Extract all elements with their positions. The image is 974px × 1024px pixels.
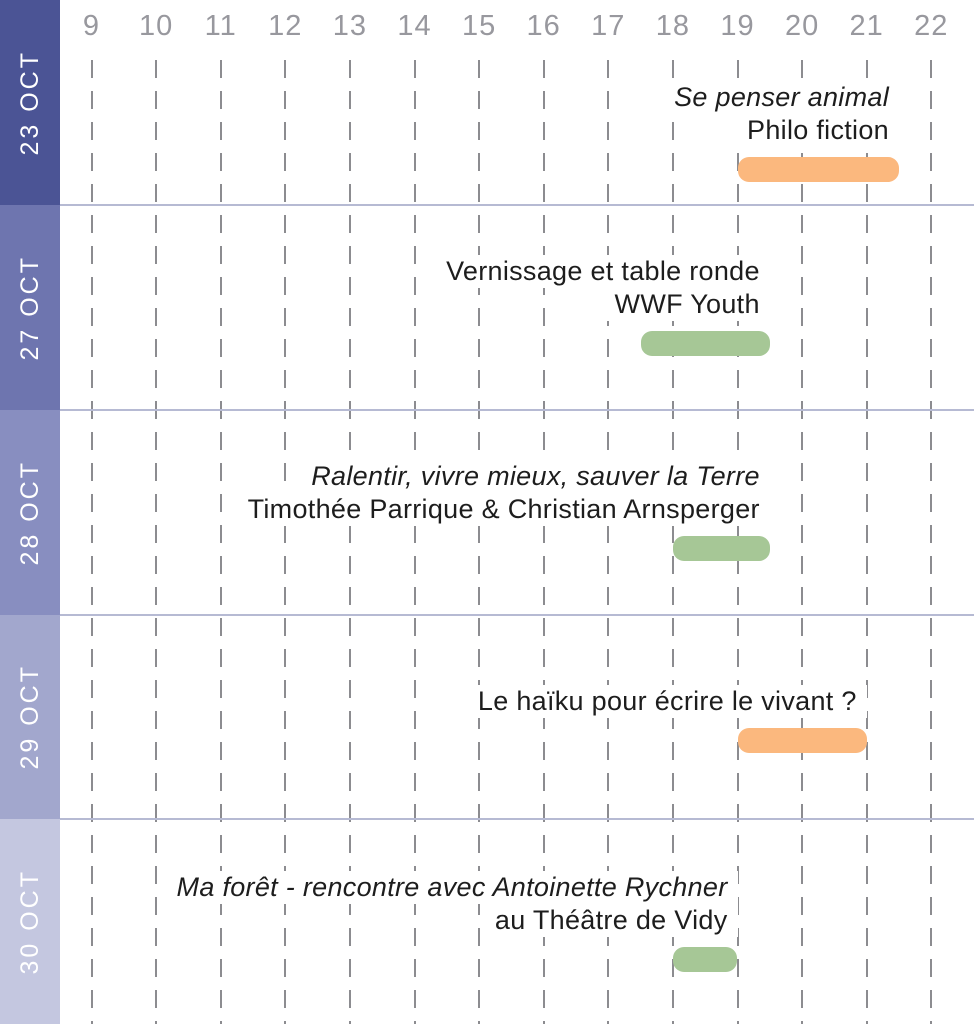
event-bar — [640, 331, 770, 356]
hour-label-14: 14 — [397, 10, 432, 42]
event-caption: Le haïku pour écrire le vivant ? — [467, 685, 867, 718]
hour-gridline-12 — [284, 60, 287, 1024]
event-title: Vernissage et table ronde — [436, 255, 770, 288]
event-caption: Ralentir, vivre mieux, sauver la Terre T… — [237, 460, 770, 526]
event-caption: Se penser animal Philo fiction — [664, 81, 899, 147]
date-block: 29 OCT — [0, 615, 60, 819]
date-block: 23 OCT — [0, 0, 60, 205]
hour-label-17: 17 — [591, 10, 626, 42]
day-lane: Ralentir, vivre mieux, sauver la Terre T… — [60, 410, 974, 615]
date-label: 29 OCT — [15, 664, 44, 770]
hour-gridline-11 — [219, 60, 222, 1024]
day-row-23-oct: 23 OCT Se penser animal Philo fiction — [0, 0, 974, 205]
hour-label-10: 10 — [138, 10, 174, 42]
hour-label-18: 18 — [655, 10, 691, 42]
event-bar — [737, 728, 867, 753]
hour-label-16: 16 — [526, 10, 561, 42]
hour-label-12: 12 — [268, 10, 303, 42]
hour-gridline-16 — [542, 60, 545, 1024]
row-separator — [60, 204, 974, 206]
date-label: 28 OCT — [15, 459, 44, 566]
date-block: 30 OCT — [0, 819, 60, 1024]
hour-gridline-13 — [348, 60, 351, 1024]
date-label: 23 OCT — [15, 49, 44, 156]
day-lane: Se penser animal Philo fiction — [60, 0, 974, 205]
event-subtitle: au Théâtre de Vidy — [484, 904, 738, 937]
hour-gridline-10 — [155, 60, 158, 1024]
date-block: 28 OCT — [0, 410, 60, 615]
row-separator — [60, 409, 974, 411]
hour-axis: 9 10 11 12 13 14 15 16 17 18 19 20 21 22 — [0, 10, 974, 50]
event-caption: Vernissage et table ronde WWF Youth — [436, 255, 770, 321]
hour-gridline-17 — [607, 60, 610, 1024]
date-block: 27 OCT — [0, 205, 60, 410]
hour-gridline-20 — [801, 60, 804, 1024]
day-row-30-oct: 30 OCT Ma forêt - rencontre avec Antoine… — [0, 819, 974, 1024]
hour-label-9: 9 — [82, 10, 101, 42]
event-caption: Ma forêt - rencontre avec Antoinette Ryc… — [166, 871, 738, 937]
event-title: Ralentir, vivre mieux, sauver la Terre — [301, 460, 770, 493]
hour-label-19: 19 — [720, 10, 755, 42]
event-bar — [672, 947, 738, 972]
hour-label-15: 15 — [461, 10, 497, 42]
day-row-28-oct: 28 OCT Ralentir, vivre mieux, sauver la … — [0, 410, 974, 615]
row-separator — [60, 614, 974, 616]
event-title: Le haïku pour écrire le vivant ? — [467, 685, 867, 718]
hour-label-22: 22 — [914, 10, 949, 42]
day-row-27-oct: 27 OCT Vernissage et table ronde WWF You… — [0, 205, 974, 410]
row-separator — [60, 818, 974, 820]
event-title: Ma forêt - rencontre avec Antoinette Ryc… — [166, 871, 738, 904]
day-row-29-oct: 29 OCT Le haïku pour écrire le vivant ? — [0, 615, 974, 819]
event-subtitle: WWF Youth — [604, 288, 770, 321]
event-bar — [737, 157, 899, 182]
hour-gridline-14 — [413, 60, 416, 1024]
hour-label-21: 21 — [849, 10, 884, 42]
row-separators — [60, 0, 974, 1024]
hour-gridline-22 — [930, 60, 933, 1024]
hour-gridline-9 — [90, 60, 93, 1024]
date-label: 30 OCT — [15, 868, 44, 975]
event-subtitle: Philo fiction — [737, 114, 899, 147]
hour-gridline-21 — [865, 60, 868, 1024]
day-lane: Ma forêt - rencontre avec Antoinette Ryc… — [60, 819, 974, 1024]
hour-label-20: 20 — [784, 10, 820, 42]
date-label: 27 OCT — [15, 254, 44, 361]
day-lane: Vernissage et table ronde WWF Youth — [60, 205, 974, 410]
event-title: Se penser animal — [664, 81, 899, 114]
event-bar — [672, 536, 770, 561]
event-subtitle: Timothée Parrique & Christian Arnsperger — [237, 493, 770, 526]
hour-gridline-15 — [478, 60, 481, 1024]
hour-label-13: 13 — [332, 10, 368, 42]
day-lane: Le haïku pour écrire le vivant ? — [60, 615, 974, 819]
hour-label-11: 11 — [204, 10, 237, 42]
